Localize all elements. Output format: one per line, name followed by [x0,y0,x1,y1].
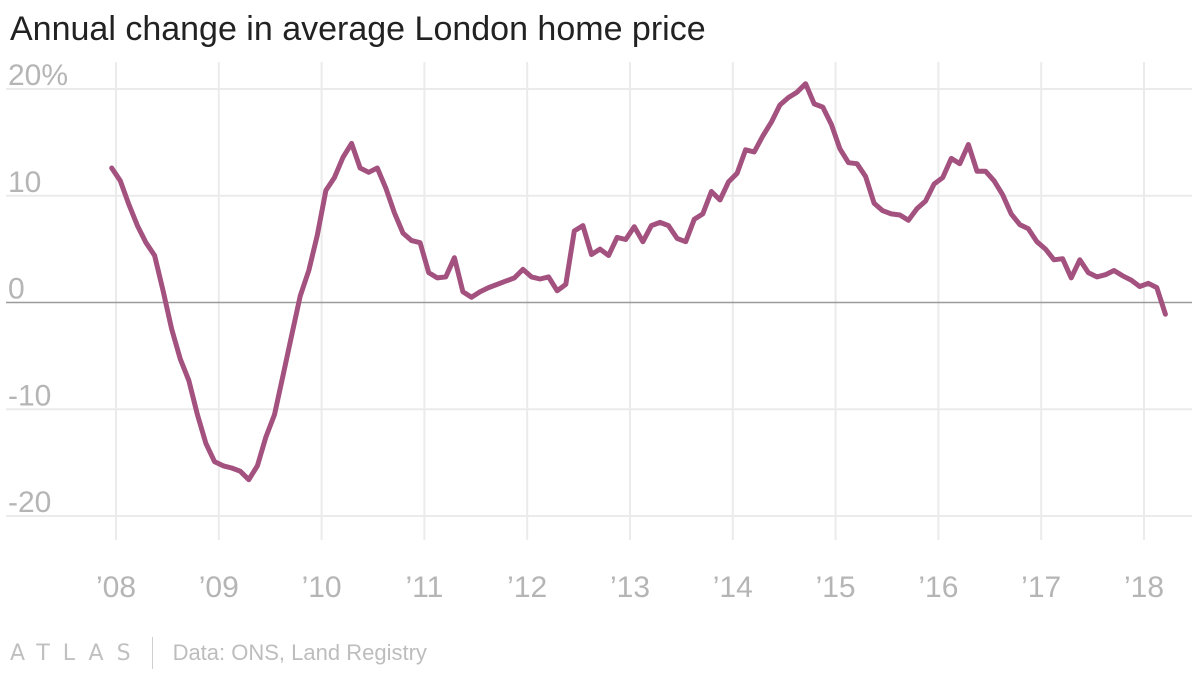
x-tick-label: ’08 [96,571,136,604]
x-axis-labels: ’08 ’09 ’10 ’11 ’12 ’13 ’14 ’15 ’16 ’17 ’18 [96,571,1164,604]
x-tick-label: ’11 [405,571,443,604]
y-gridlines [6,88,1192,517]
y-tick-label: 10 [8,166,41,199]
footer-divider [151,637,153,669]
x-tick-label: ’13 [610,571,650,604]
x-tick-label: ’18 [1124,571,1164,604]
x-tick-label: ’14 [713,571,753,604]
x-tick-label: ’09 [199,571,239,604]
x-tick-label: ’10 [302,571,342,604]
y-axis-labels: 20% 10 0 -10 -20 [8,59,68,519]
x-tick-label: ’12 [507,571,547,604]
footer: ATLAS Data: ONS, Land Registry [10,636,427,670]
y-tick-label: 0 [8,273,25,306]
x-gridlines [115,62,1145,540]
line-chart: 20% 10 0 -10 -20 ’08 ’09 ’10 ’11 ’12 ’13 ’14 ’15 ’16… [6,59,1192,604]
y-tick-label: -20 [8,486,51,519]
series-line [109,81,1168,483]
y-tick-label: -10 [8,379,51,412]
data-source: Data: ONS, Land Registry [172,640,427,665]
atlas-logo: ATLAS [10,640,144,666]
x-tick-label: ’17 [1021,571,1061,604]
x-tick-label: ’15 [816,571,856,604]
x-tick-label: ’16 [918,571,958,604]
chart-title: Annual change in average London home pri… [10,10,706,48]
y-tick-label: 20% [8,59,68,92]
